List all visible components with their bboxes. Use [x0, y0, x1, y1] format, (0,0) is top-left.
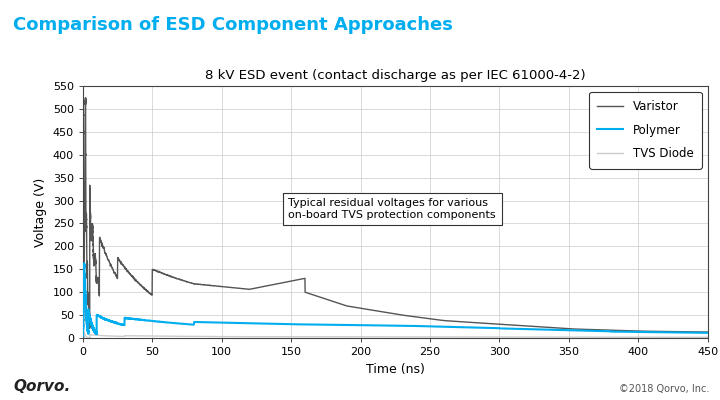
Varistor [80, 282, 89, 287]
Polymer [81, 300, 90, 305]
TVS Diode [703, 335, 712, 340]
Text: Qorvo.: Qorvo. [13, 379, 71, 394]
TVS Diode [85, 336, 94, 340]
TVS Diode [87, 332, 96, 337]
X-axis label: Time (ns): Time (ns) [366, 362, 425, 376]
Legend: Varistor, Polymer, TVS Diode: Varistor, Polymer, TVS Diode [589, 92, 702, 169]
Varistor [78, 333, 87, 338]
Varistor [664, 329, 672, 334]
Polymer [85, 314, 94, 318]
Varistor [78, 336, 87, 340]
Varistor [89, 248, 98, 253]
Polymer [703, 330, 712, 335]
TVS Diode [78, 335, 87, 340]
Polymer [87, 322, 96, 326]
Line: Polymer: Polymer [83, 263, 708, 336]
TVS Diode [664, 335, 672, 340]
TVS Diode [86, 336, 94, 340]
TVS Diode [79, 329, 88, 334]
Polymer [80, 261, 89, 266]
Polymer [80, 265, 89, 270]
Polymer [89, 326, 98, 330]
Line: TVS Diode: TVS Diode [83, 331, 708, 338]
Varistor [81, 95, 90, 100]
Text: ©2018 Qorvo, Inc.: ©2018 Qorvo, Inc. [618, 384, 709, 394]
Varistor [703, 330, 712, 334]
Text: Typical residual voltages for various
on-board TVS protection components: Typical residual voltages for various on… [288, 198, 496, 220]
TVS Diode [89, 333, 98, 338]
Line: Varistor: Varistor [83, 98, 708, 338]
TVS Diode [80, 334, 89, 339]
Text: Comparison of ESD Component Approaches: Comparison of ESD Component Approaches [13, 16, 453, 34]
Polymer [78, 334, 87, 338]
Polymer [78, 334, 87, 339]
Varistor [81, 155, 90, 160]
Varistor [85, 307, 94, 312]
Varistor [87, 230, 96, 235]
TVS Diode [81, 334, 90, 338]
Y-axis label: Voltage (V): Voltage (V) [34, 177, 47, 247]
Polymer [664, 330, 672, 335]
Title: 8 kV ESD event (contact discharge as per IEC 61000-4-2): 8 kV ESD event (contact discharge as per… [205, 69, 585, 82]
